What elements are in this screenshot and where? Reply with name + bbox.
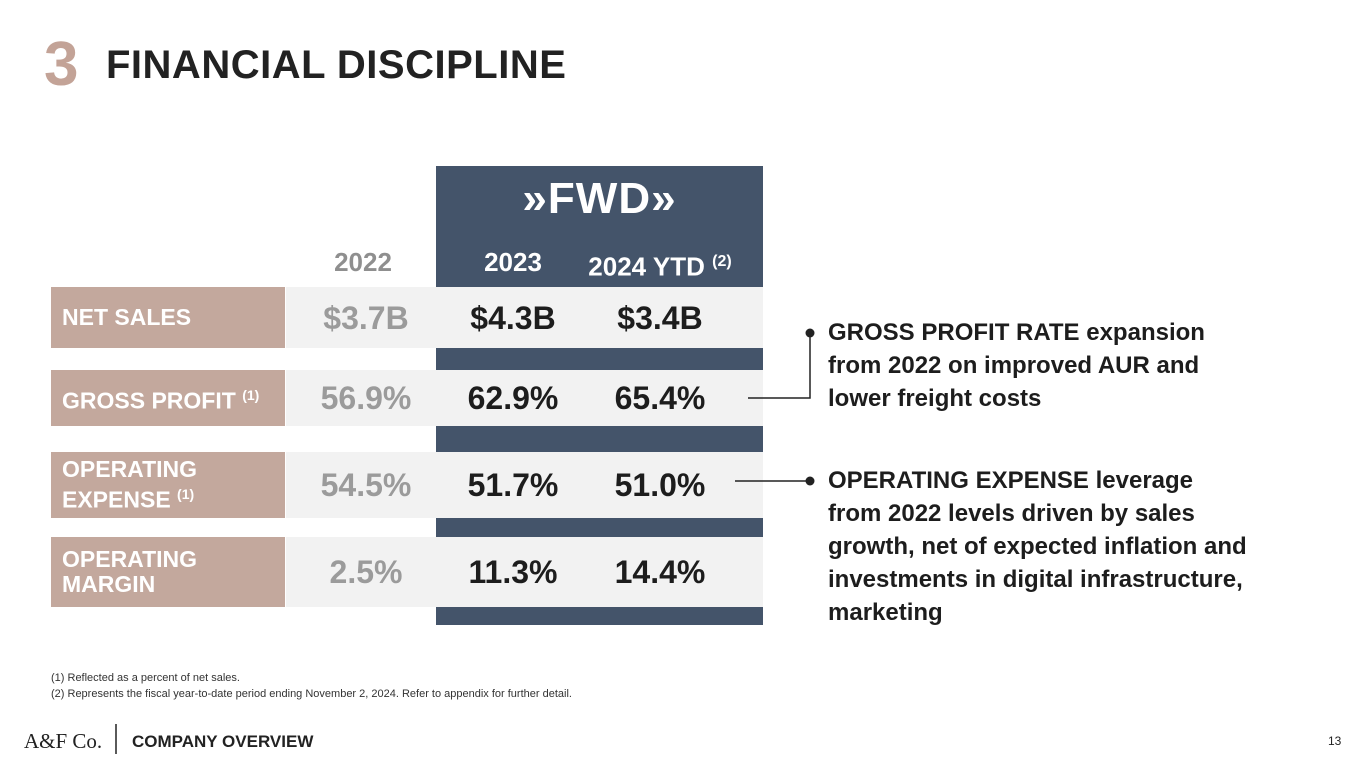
callout-line: from 2022 on improved AUR and — [828, 352, 1200, 379]
row-background — [286, 370, 763, 426]
callout-line: from 2022 levels driven by sales — [828, 500, 1195, 527]
column-header-text: 2024 YTD — [588, 251, 705, 282]
column-header-text: 2023 — [484, 247, 542, 277]
row-label-text: OPERATING — [62, 546, 198, 572]
note-marker: (1) — [177, 486, 195, 503]
row-label-line: NET SALES — [62, 305, 285, 330]
brand: A&F Co. — [24, 729, 103, 753]
row-label: GROSS PROFIT (1) — [51, 370, 285, 426]
footnote: (2) Represents the fiscal year-to-date p… — [51, 688, 572, 700]
callout-line: OPERATING EXPENSE leverage — [828, 467, 1194, 494]
cell-value: 51.0% — [614, 467, 706, 503]
column-header: 2023 — [433, 244, 593, 280]
row-label-line: OPERATING — [62, 547, 285, 572]
section-name: COMPANY OVERVIEW — [132, 732, 314, 751]
row-label-line: EXPENSE (1) — [62, 482, 285, 513]
cell-value: 54.5% — [320, 467, 412, 503]
slide-title: FINANCIAL DISCIPLINE — [106, 43, 567, 87]
row-label: OPERATING EXPENSE (1) — [51, 452, 285, 518]
row-background — [286, 452, 763, 518]
callout: GROSS PROFIT RATE expansion from 2022 on … — [828, 316, 1205, 415]
bullet — [805, 328, 815, 338]
callout-line: lower freight costs — [828, 385, 1042, 412]
callout-line: marketing — [828, 599, 943, 626]
row-label-text: GROSS PROFIT — [62, 387, 236, 414]
cell-value: $3.4B — [617, 299, 703, 336]
page-number: 13 — [1328, 734, 1342, 748]
footnote: (1) Reflected as a percent of net sales. — [51, 672, 240, 684]
row-label-text: NET SALES — [62, 304, 192, 330]
section-number: 3 — [44, 30, 79, 99]
cell-value: 2.5% — [329, 554, 403, 590]
cell-value: $3.7B — [323, 299, 409, 336]
cell-value: 14.4% — [614, 554, 706, 590]
column-header: 2022 — [283, 244, 443, 280]
row-background — [286, 537, 763, 607]
callout: OPERATING EXPENSE leverage from 2022 leve… — [828, 464, 1247, 629]
callout-line: GROSS PROFIT RATE expansion — [828, 319, 1205, 346]
column-header: 2024 YTD (2) — [580, 244, 740, 285]
logo: »FWD» — [522, 174, 677, 223]
row-label-line: GROSS PROFIT (1) — [62, 383, 285, 414]
cell-value: 65.4% — [614, 380, 706, 416]
row-label-text: MARGIN — [62, 571, 156, 597]
connector-line — [748, 333, 811, 399]
row-label-line: OPERATING — [62, 457, 285, 482]
row-label-line: MARGIN — [62, 572, 285, 597]
row-label-text: OPERATING — [62, 456, 198, 483]
column-header-text: 2022 — [334, 247, 392, 277]
cell-value: 56.9% — [320, 380, 412, 416]
row-label: NET SALES — [51, 287, 285, 348]
note-marker: (2) — [712, 253, 732, 270]
bullet — [805, 476, 815, 486]
cell-value: $4.3B — [470, 299, 556, 336]
cell-value: 11.3% — [468, 554, 558, 590]
note-marker: (1) — [242, 386, 260, 403]
callout-line: growth, net of expected inflation and — [828, 533, 1247, 560]
cell-value: 62.9% — [467, 380, 559, 416]
callout-line: investments in digital infrastructure, — [828, 566, 1243, 593]
row-label: OPERATING MARGIN — [51, 537, 285, 607]
logo-text: FWD — [547, 174, 652, 223]
row-background — [286, 287, 763, 348]
cell-value: 51.7% — [467, 467, 559, 503]
row-label-text: EXPENSE — [62, 486, 171, 513]
